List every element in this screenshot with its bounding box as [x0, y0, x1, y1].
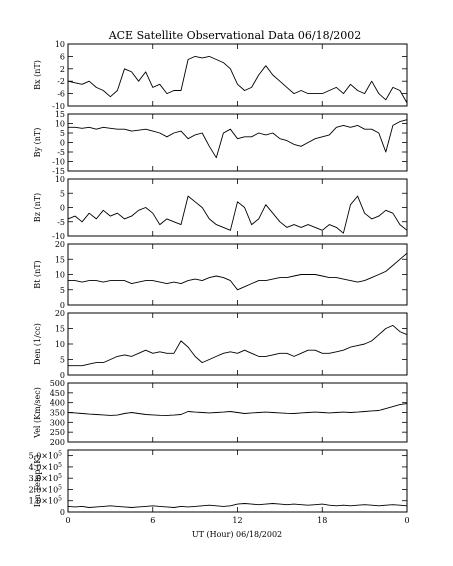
- y-tick-label-vel: 450: [50, 389, 65, 398]
- y-tick-label-bx: -10: [52, 102, 65, 111]
- y-tick-label-den: 5: [60, 356, 65, 365]
- x-tick-label: 0: [65, 516, 70, 525]
- y-axis-title-bx: Bx (nT): [33, 60, 42, 90]
- y-tick-label-by: 5: [60, 129, 65, 138]
- panel-frame-bx: [67, 43, 408, 107]
- y-tick-label-den: 0: [60, 371, 65, 380]
- y-tick-label-vel: 300: [50, 418, 65, 427]
- y-axis-title-ion-temp: Ion Temp (K): [33, 455, 42, 508]
- y-tick-label-ion-temp: 2.0×105: [29, 484, 63, 494]
- y-tick-label-den: 20: [55, 309, 65, 318]
- y-tick-label-ion-temp: 3.0×105: [29, 473, 63, 483]
- y-tick-label-bt: 20: [55, 240, 65, 249]
- y-tick-label-den: 15: [55, 325, 65, 334]
- y-tick-label-bz: 0: [60, 204, 65, 213]
- series-line-bz: [67, 195, 408, 234]
- y-axis-title-by: By (nT): [33, 128, 42, 158]
- y-tick-label-bz: 10: [55, 175, 65, 184]
- y-tick-label-bx: -6: [57, 90, 65, 99]
- y-tick-label-by: -10: [52, 158, 65, 167]
- y-tick-label-bt: 10: [55, 271, 65, 280]
- panel-bt: 20 15 10 5 0 Bt (nT): [33, 240, 408, 310]
- series-line-den: [68, 324, 408, 367]
- y-tick-label-den: 10: [55, 340, 65, 349]
- y-tick-label-by: -15: [52, 167, 65, 176]
- series-line-bx: [67, 55, 408, 104]
- y-tick-label-vel: 250: [50, 428, 65, 437]
- y-tick-label-bt: 0: [60, 301, 65, 310]
- panel-bx: 10 6 2 -2 -6 -10 Bx (nT): [33, 40, 408, 111]
- y-tick-label-bz: -10: [52, 232, 65, 241]
- y-axis-title-bt: Bt (nT): [33, 260, 42, 288]
- y-tick-label-bt: 15: [55, 255, 65, 264]
- y-tick-label-vel: 500: [50, 379, 65, 388]
- y-tick-label-ion-temp: 5.0×105: [29, 451, 63, 461]
- x-axis-title: UT (Hour) 06/18/2002: [192, 530, 282, 539]
- y-tick-label-by: 10: [55, 120, 65, 129]
- y-tick-label-by: 15: [55, 110, 65, 119]
- y-tick-label-vel: 350: [50, 409, 65, 418]
- y-tick-label-ion-temp: 0: [60, 508, 65, 517]
- series-line-by: [68, 119, 408, 159]
- y-axis-title-bz: Bz (nT): [33, 193, 42, 222]
- y-tick-label-bt: 5: [60, 286, 65, 295]
- y-tick-label-bx: 2: [60, 65, 65, 74]
- y-tick-label-by: -5: [57, 148, 65, 157]
- y-tick-label-bx: -2: [57, 77, 65, 86]
- x-tick-label: 18: [317, 516, 327, 525]
- panel-bz: 10 5 0 -5 -10 Bz (nT): [33, 175, 408, 241]
- y-tick-label-vel: 400: [50, 399, 65, 408]
- y-tick-label-bz: -5: [57, 218, 65, 227]
- panel-frame-den: [67, 312, 408, 376]
- panel-frame-bt: [67, 243, 408, 306]
- y-tick-label-ion-temp: 1.0×105: [29, 496, 63, 506]
- y-tick-label-by: 0: [60, 139, 65, 148]
- panel-frame-bz: [67, 178, 408, 237]
- panel-frame-ion-temp: [67, 449, 408, 513]
- series-line-ion-temp: [67, 503, 408, 508]
- x-tick-label: 6: [150, 516, 155, 525]
- y-tick-label-bx: 10: [55, 40, 65, 49]
- y-axis-title-den: Den (1/cc): [33, 323, 42, 365]
- y-tick-label-ion-temp: 4.0×105: [29, 462, 63, 472]
- y-axis-title-vel: Vel (Km/sec): [33, 387, 42, 439]
- series-line-vel: [67, 403, 408, 416]
- panel-den: 20 15 10 5 0 Den (1/cc): [33, 309, 408, 380]
- x-tick-label: 12: [232, 516, 242, 525]
- panel-frame-by: [67, 113, 408, 172]
- y-tick-label-bx: 6: [60, 52, 65, 61]
- chart-title: ACE Satellite Observational Data 06/18/2…: [108, 29, 362, 42]
- x-tick-label: 0: [404, 516, 409, 525]
- series-line-bt: [68, 252, 408, 291]
- y-tick-label-bz: 5: [60, 189, 65, 198]
- y-tick-label-vel: 200: [50, 438, 65, 447]
